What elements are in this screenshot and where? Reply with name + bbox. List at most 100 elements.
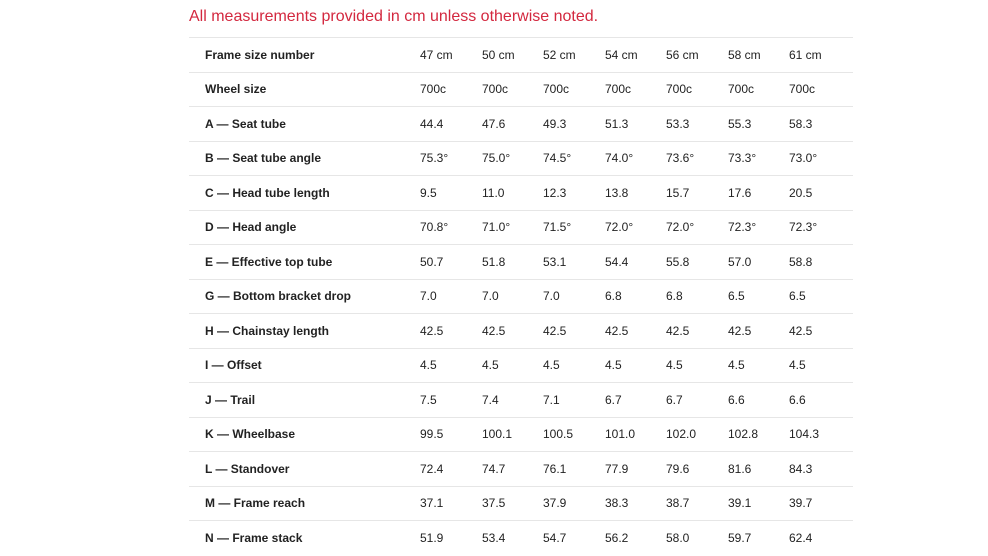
measurement-cell: 100.5 <box>543 416 605 452</box>
measurement-cell: 42.5 <box>728 313 789 348</box>
measurement-cell: 58.0 <box>666 520 728 555</box>
measurement-cell: 4.5 <box>420 347 482 383</box>
measurement-cell: 37.5 <box>482 485 543 521</box>
table-row: B — Seat tube angle 75.3° 75.0° 74.5° 74.0° 7… <box>189 140 853 176</box>
measurement-cell: 57.0 <box>728 244 789 279</box>
measurement-cell: 81.6 <box>728 451 789 486</box>
measurement-cell: 13.8 <box>605 175 666 210</box>
measurement-cell: 51.8 <box>482 244 543 279</box>
measurement-cell: 104.3 <box>789 416 853 452</box>
measurement-cell: 54.7 <box>543 520 605 555</box>
measurement-cell: 54.4 <box>605 244 666 279</box>
table-row: I — Offset 4.5 4.5 4.5 4.5 4.5 4.5 4.5 <box>189 347 853 383</box>
measurement-cell: 4.5 <box>666 347 728 383</box>
measurement-cell: 17.6 <box>728 175 789 210</box>
measurement-cell: 76.1 <box>543 451 605 486</box>
row-label: M — Frame reach <box>189 485 420 521</box>
measurement-cell: 84.3 <box>789 451 853 486</box>
frame-size-cell: 56 cm <box>666 37 728 72</box>
frame-size-cell: 58 cm <box>728 37 789 72</box>
table-row: K — Wheelbase 99.5 100.1 100.5 101.0 102.0 102… <box>189 416 853 452</box>
measurement-cell: 58.3 <box>789 106 853 141</box>
measurement-cell: 4.5 <box>543 347 605 383</box>
measurement-cell: 62.4 <box>789 520 853 555</box>
measurement-cell: 4.5 <box>605 347 666 383</box>
measurement-cell: 53.3 <box>666 106 728 141</box>
measurement-cell: 72.4 <box>420 451 482 486</box>
measurement-cell: 73.0° <box>789 140 853 176</box>
measurement-cell: 71.5° <box>543 209 605 245</box>
measurement-cell: 700c <box>728 71 789 107</box>
row-label: Frame size number <box>189 37 420 72</box>
measurement-cell: 700c <box>605 71 666 107</box>
row-label: J — Trail <box>189 382 420 417</box>
measurement-cell: 700c <box>789 71 853 107</box>
measurement-cell: 102.0 <box>666 416 728 452</box>
row-label: Wheel size <box>189 71 420 107</box>
frame-size-cell: 50 cm <box>482 37 543 72</box>
measurement-cell: 42.5 <box>789 313 853 348</box>
row-label: B — Seat tube angle <box>189 140 420 176</box>
measurement-cell: 49.3 <box>543 106 605 141</box>
measurement-cell: 15.7 <box>666 175 728 210</box>
measurement-cell: 6.5 <box>728 278 789 314</box>
row-label: L — Standover <box>189 451 420 486</box>
measurement-cell: 56.2 <box>605 520 666 555</box>
measurement-cell: 55.3 <box>728 106 789 141</box>
row-label: C — Head tube length <box>189 175 420 210</box>
measurement-cell: 20.5 <box>789 175 853 210</box>
measurement-cell: 4.5 <box>789 347 853 383</box>
measurement-cell: 44.4 <box>420 106 482 141</box>
measurement-cell: 700c <box>482 71 543 107</box>
measurement-cell: 73.6° <box>666 140 728 176</box>
table-row: Wheel size 700c 700c 700c 700c 700c 700c 700c <box>189 71 853 107</box>
table-row: G — Bottom bracket drop 7.0 7.0 7.0 6.8 6.8 6.… <box>189 278 853 314</box>
measurement-cell: 4.5 <box>728 347 789 383</box>
measurement-cell: 7.5 <box>420 382 482 417</box>
measurement-cell: 12.3 <box>543 175 605 210</box>
table-row: E — Effective top tube 50.7 51.8 53.1 54.4 55… <box>189 244 853 279</box>
row-label: G — Bottom bracket drop <box>189 278 420 314</box>
measurement-cell: 79.6 <box>666 451 728 486</box>
measurement-cell: 59.7 <box>728 520 789 555</box>
measurement-cell: 74.0° <box>605 140 666 176</box>
row-label: D — Head angle <box>189 209 420 245</box>
measurement-cell: 101.0 <box>605 416 666 452</box>
measurement-cell: 700c <box>666 71 728 107</box>
measurement-cell: 51.3 <box>605 106 666 141</box>
measurement-cell: 53.1 <box>543 244 605 279</box>
measurement-cell: 71.0° <box>482 209 543 245</box>
measurement-cell: 7.0 <box>482 278 543 314</box>
measurement-cell: 74.7 <box>482 451 543 486</box>
measurement-cell: 42.5 <box>482 313 543 348</box>
row-label: H — Chainstay length <box>189 313 420 348</box>
table-row: L — Standover 72.4 74.7 76.1 77.9 79.6 81.6 84.… <box>189 451 853 486</box>
measurement-cell: 11.0 <box>482 175 543 210</box>
measurement-cell: 39.1 <box>728 485 789 521</box>
measurement-cell: 6.7 <box>666 382 728 417</box>
measurement-cell: 700c <box>420 71 482 107</box>
measurement-cell: 7.4 <box>482 382 543 417</box>
table-row: C — Head tube length 9.5 11.0 12.3 13.8 15.7 1… <box>189 175 853 210</box>
measurement-cell: 51.9 <box>420 520 482 555</box>
measurement-cell: 7.0 <box>420 278 482 314</box>
row-label: I — Offset <box>189 347 420 383</box>
measurement-cell: 42.5 <box>420 313 482 348</box>
table-row: J — Trail 7.5 7.4 7.1 6.7 6.7 6.6 6.6 <box>189 382 853 417</box>
measurement-cell: 99.5 <box>420 416 482 452</box>
measurement-cell: 75.0° <box>482 140 543 176</box>
measurement-cell: 72.3° <box>789 209 853 245</box>
table-header-row: Frame size number 47 cm 50 cm 52 cm 54 cm 56 … <box>189 37 853 72</box>
measurement-cell: 39.7 <box>789 485 853 521</box>
measurement-cell: 42.5 <box>543 313 605 348</box>
measurement-cell: 73.3° <box>728 140 789 176</box>
measurement-cell: 6.5 <box>789 278 853 314</box>
geometry-table-body: Frame size number 47 cm 50 cm 52 cm 54 cm 56 … <box>189 37 853 555</box>
measurement-cell: 72.0° <box>605 209 666 245</box>
measurement-cell: 47.6 <box>482 106 543 141</box>
measurement-cell: 37.9 <box>543 485 605 521</box>
measurement-cell: 38.3 <box>605 485 666 521</box>
row-label: A — Seat tube <box>189 106 420 141</box>
measurement-cell: 42.5 <box>666 313 728 348</box>
measurement-cell: 4.5 <box>482 347 543 383</box>
